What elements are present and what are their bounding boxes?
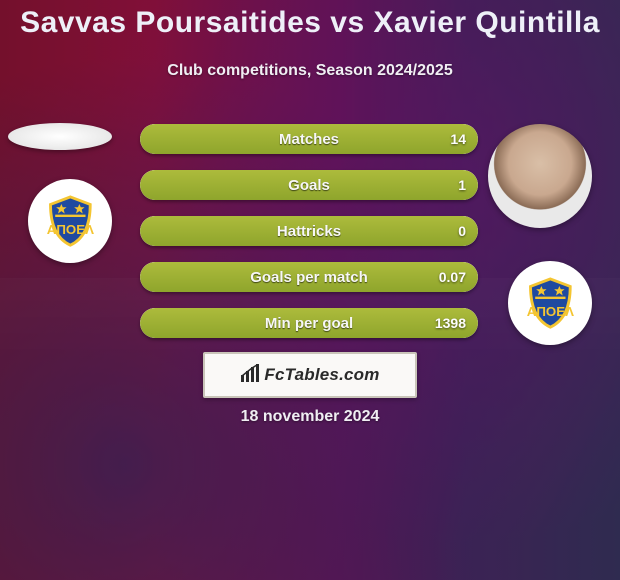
stat-fill: [140, 124, 478, 154]
stat-row-mpg: Min per goal 1398: [140, 308, 478, 338]
stats-container: Matches 14 Goals 1 Hattricks 0 Goals per…: [140, 124, 478, 354]
club-left-badge: ΑΠΟΕΛ: [28, 179, 112, 263]
stat-fill: [140, 262, 478, 292]
stat-fill: [140, 170, 478, 200]
brand-box: FcTables.com: [203, 352, 417, 398]
player-right-avatar: [488, 124, 592, 228]
stat-row-hattricks: Hattricks 0: [140, 216, 478, 246]
stat-row-matches: Matches 14: [140, 124, 478, 154]
stat-row-gpm: Goals per match 0.07: [140, 262, 478, 292]
subtitle: Club competitions, Season 2024/2025: [0, 62, 620, 80]
stat-fill: [140, 308, 478, 338]
brand-text: FcTables.com: [264, 365, 379, 385]
brand-chart-icon: [240, 363, 262, 388]
svg-text:ΑΠΟΕΛ: ΑΠΟΕΛ: [46, 222, 93, 237]
club-left-shield-icon: ΑΠΟΕΛ: [46, 195, 95, 247]
page-title: Savvas Poursaitides vs Xavier Quintilla: [0, 6, 620, 40]
svg-text:ΑΠΟΕΛ: ΑΠΟΕΛ: [526, 304, 573, 319]
stat-row-goals: Goals 1: [140, 170, 478, 200]
player-left-avatar: [8, 123, 112, 150]
stat-fill: [140, 216, 478, 246]
club-right-shield-icon: ΑΠΟΕΛ: [526, 277, 575, 329]
date-text: 18 november 2024: [0, 408, 620, 426]
club-right-badge: ΑΠΟΕΛ: [508, 261, 592, 345]
